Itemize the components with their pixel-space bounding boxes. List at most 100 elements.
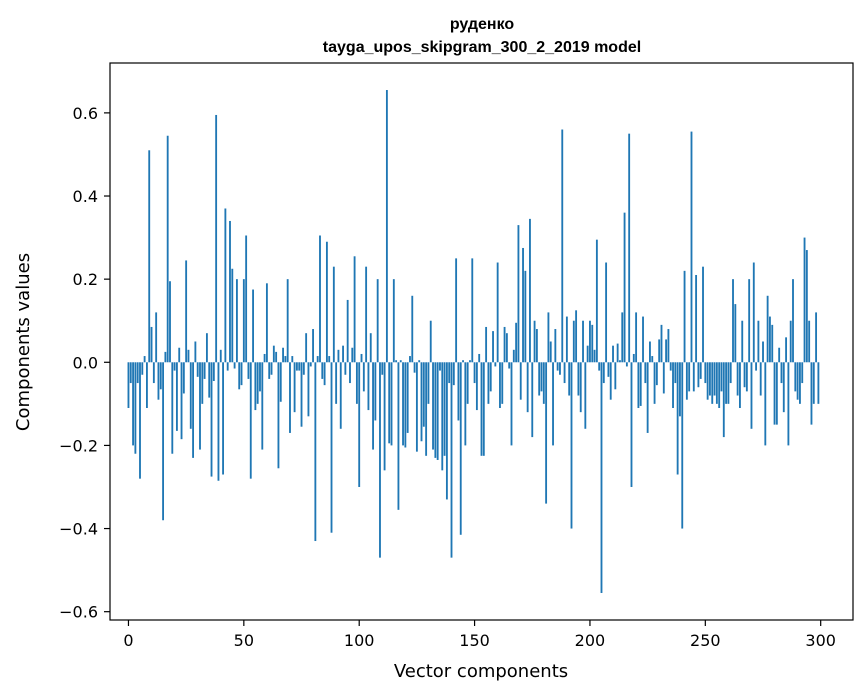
bar: [662, 362, 665, 394]
bar: [157, 362, 160, 400]
bar: [563, 362, 566, 384]
bar: [404, 362, 407, 448]
bar: [522, 247, 524, 363]
bar: [436, 362, 439, 460]
bar: [646, 362, 649, 433]
bar: [314, 362, 317, 542]
bar: [330, 362, 333, 533]
bar: [621, 312, 624, 363]
bar: [741, 320, 744, 363]
bar: [362, 362, 365, 392]
bar: [192, 362, 194, 458]
bar: [683, 270, 686, 363]
bar: [252, 289, 254, 363]
bar: [736, 362, 739, 396]
bar: [450, 362, 453, 558]
bar: [143, 356, 146, 363]
bar: [577, 362, 580, 396]
bar: [554, 329, 557, 363]
bar: [602, 362, 605, 384]
bar: [189, 362, 192, 429]
bar: [328, 356, 331, 363]
bar: [688, 362, 691, 392]
bar: [148, 150, 151, 363]
bar: [660, 324, 663, 363]
bar: [679, 362, 681, 417]
bar: [535, 329, 538, 363]
bar: [517, 225, 520, 363]
bar: [512, 349, 515, 363]
bar: [261, 362, 264, 450]
bar: [745, 362, 748, 392]
bar: [775, 362, 778, 425]
bar: [376, 279, 379, 363]
bar: [381, 362, 384, 375]
bar: [441, 362, 444, 471]
bar: [725, 362, 728, 404]
bar: [171, 362, 174, 454]
bar: [325, 241, 328, 363]
y-tick-label: −0.6: [59, 603, 98, 622]
bar: [810, 362, 813, 425]
bar: [715, 362, 718, 404]
bar: [270, 362, 273, 375]
bar: [632, 353, 635, 363]
bar: [305, 333, 308, 363]
bar: [372, 362, 374, 450]
bar: [812, 362, 815, 404]
bar: [549, 341, 552, 363]
bar: [762, 341, 764, 363]
bar: [692, 362, 695, 392]
bar: [794, 362, 797, 392]
bar: [805, 250, 808, 363]
bar: [503, 326, 506, 363]
bar: [473, 362, 476, 384]
bar: [817, 362, 820, 404]
bar: [298, 362, 301, 371]
bar: [201, 362, 204, 404]
bar: [722, 362, 725, 438]
x-tick-label: 50: [234, 631, 254, 650]
bar: [452, 362, 455, 386]
bar: [466, 362, 469, 404]
bar: [556, 362, 559, 371]
bar: [175, 362, 178, 431]
bar: [457, 362, 460, 421]
bar: [226, 362, 229, 371]
bar: [792, 279, 794, 363]
bar: [545, 362, 548, 504]
x-tick-label: 100: [344, 631, 375, 650]
chart-title: руденко: [450, 16, 515, 33]
bar: [295, 362, 298, 371]
bar: [199, 362, 201, 450]
bar: [379, 362, 381, 558]
bar: [801, 362, 804, 384]
bar: [655, 362, 658, 386]
bar: [515, 322, 518, 363]
bar: [623, 212, 626, 363]
y-tick-label: 0.6: [73, 104, 98, 123]
bar: [388, 362, 391, 444]
bar: [443, 362, 446, 456]
bar: [224, 208, 227, 363]
bar: [665, 339, 668, 363]
bar: [766, 295, 769, 363]
bar: [349, 362, 351, 384]
bar: [413, 362, 416, 373]
bar: [166, 135, 169, 363]
bar: [669, 362, 672, 371]
bar: [789, 320, 792, 363]
bar: [360, 353, 363, 363]
bar: [459, 362, 462, 535]
bar: [706, 362, 709, 400]
bar: [159, 362, 162, 390]
bar: [637, 362, 640, 408]
bar: [542, 362, 545, 404]
bar: [399, 360, 402, 363]
bar: [337, 349, 340, 363]
bar: [420, 362, 423, 442]
bar: [203, 362, 206, 379]
bar: [208, 362, 211, 398]
bar: [605, 262, 608, 363]
